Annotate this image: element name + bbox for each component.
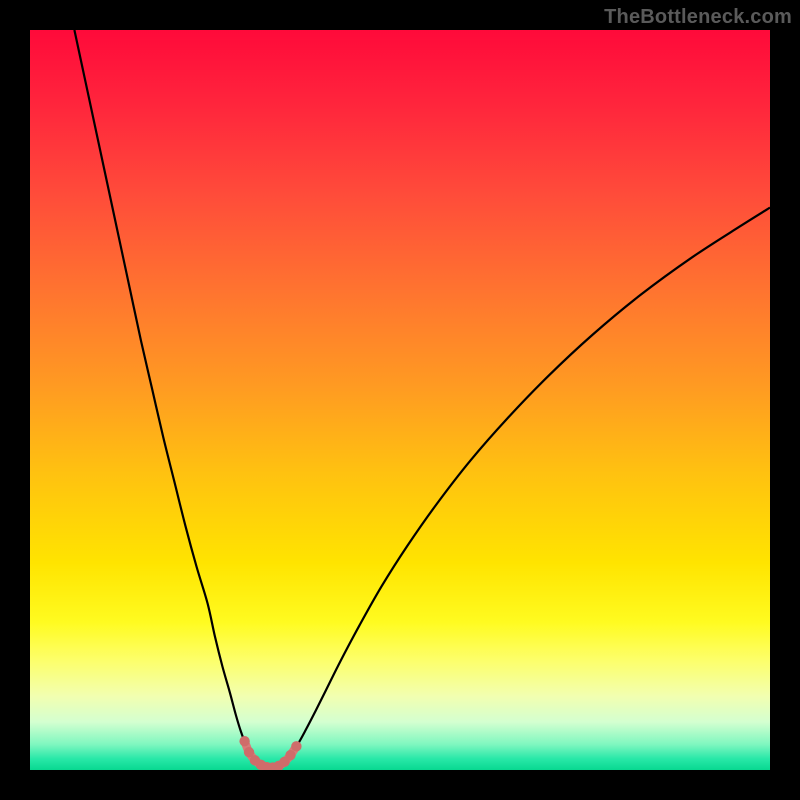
watermark-text: TheBottleneck.com	[604, 6, 792, 29]
plot-area	[30, 30, 770, 770]
plot-svg	[30, 30, 770, 770]
highlight-marker	[239, 736, 249, 746]
chart-container: TheBottleneck.com	[0, 0, 800, 800]
highlight-marker	[291, 741, 301, 751]
gradient-background	[30, 30, 770, 770]
highlight-marker	[285, 750, 295, 760]
